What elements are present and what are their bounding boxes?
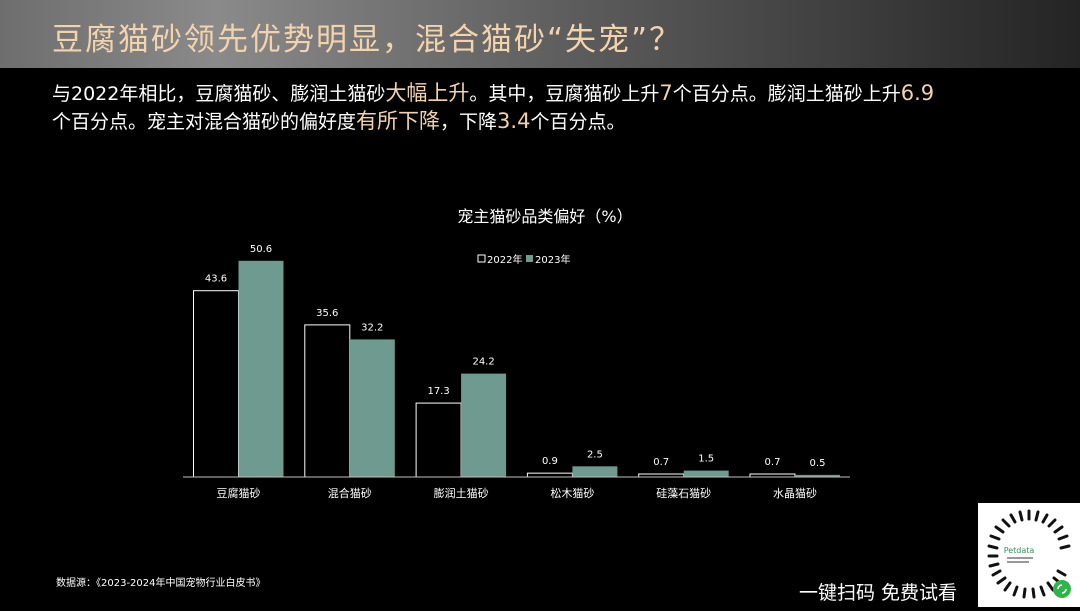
- intro-text: 个百分点。: [530, 111, 626, 133]
- legend-swatch: [526, 255, 533, 262]
- data-label: 43.6: [205, 274, 227, 285]
- chart-data-labels: 43.6 50.6 35.6 32.2 17.3 24.2 0.9 2.5 0.7 1.5 0.7 0…: [205, 244, 826, 469]
- intro-highlight: 大幅上升: [385, 81, 470, 105]
- x-tick-label: 硅藻石猫砂: [656, 487, 711, 500]
- chart-legend: 2022年 2023年: [477, 253, 570, 266]
- legend-swatch: [477, 254, 486, 263]
- intro-highlight: 3.4: [497, 109, 531, 133]
- data-label: 0.7: [765, 457, 781, 468]
- qr-caption: 一键扫码 免费试看: [799, 582, 958, 604]
- data-label: 0.7: [653, 457, 669, 468]
- data-source-note: 数据源：《2023-2024年中国宠物行业白皮书》: [56, 578, 266, 589]
- bar-2022: [193, 290, 239, 478]
- intro-text: 个百分点。宠主对混合猫砂的偏好度: [52, 111, 357, 133]
- qr-code[interactable]: Petdata: [978, 503, 1080, 607]
- data-label: 24.2: [472, 357, 494, 368]
- intro-text: 个百分点。膨润土猫砂上升: [672, 83, 901, 105]
- qr-code-icon: Petdata: [987, 509, 1071, 599]
- intro-text: 。其中，豆腐猫砂上升: [469, 83, 660, 105]
- page-title: 豆腐猫砂领先优势明显，混合猫砂“失宠”？: [52, 22, 683, 58]
- data-label: 32.2: [361, 322, 383, 333]
- data-label: 0.5: [810, 458, 826, 469]
- chart-title: 宠主猫砂品类偏好（%）: [457, 207, 632, 226]
- x-tick-label: 豆腐猫砂: [217, 486, 261, 500]
- qr-brand-label: Petdata: [1004, 546, 1035, 555]
- bar-2022: [304, 324, 351, 478]
- legend-label: 2022年: [487, 253, 522, 266]
- data-label: 0.9: [542, 456, 558, 467]
- x-tick-label: 松木猫砂: [550, 486, 594, 500]
- data-label: 2.5: [587, 449, 603, 460]
- bar-2023: [683, 470, 729, 477]
- data-label: 17.3: [427, 386, 449, 397]
- title-bar: 豆腐猫砂领先优势明显，混合猫砂“失宠”？: [0, 0, 1080, 68]
- intro-paragraph: 与2022年相比，豆腐猫砂、膨润土猫砂大幅上升。其中，豆腐猫砂上升7个百分点。膨…: [52, 80, 1042, 136]
- data-label: 50.6: [250, 244, 272, 255]
- intro-highlight: 6.9: [900, 81, 935, 105]
- bar-2023: [238, 260, 284, 477]
- x-tick-label: 水晶猫砂: [773, 487, 817, 500]
- bar-2023: [349, 339, 395, 477]
- intro-highlight: 有所下降: [356, 109, 441, 133]
- bar-2023: [461, 373, 507, 477]
- intro-highlight: 7: [659, 81, 673, 105]
- bar-2022: [415, 402, 462, 478]
- x-tick-label: 膨润土猫砂: [434, 486, 489, 500]
- bar-2023: [572, 466, 618, 477]
- data-label: 35.6: [316, 308, 338, 319]
- x-axis-tick-labels: 豆腐猫砂 混合猫砂 膨润土猫砂 松木猫砂 硅藻石猫砂 水晶猫砂: [217, 486, 818, 500]
- legend-label: 2023年: [535, 253, 570, 266]
- data-label: 1.5: [698, 454, 714, 465]
- bar-2023: [795, 474, 840, 477]
- chart-bars: [193, 260, 840, 478]
- intro-text: ，下降: [440, 111, 498, 133]
- bar-2022: [526, 472, 573, 478]
- x-tick-label: 混合猫砂: [328, 486, 372, 500]
- intro-text: 与2022年相比，豆腐猫砂、膨润土猫砂: [52, 83, 386, 105]
